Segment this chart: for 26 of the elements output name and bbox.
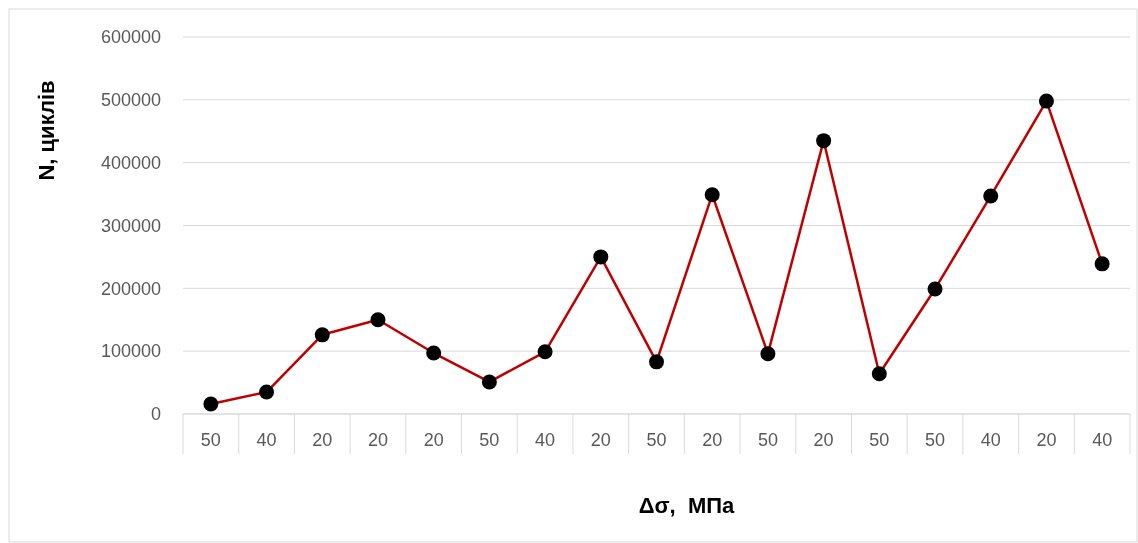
- y-tick-label: 500000: [100, 90, 161, 111]
- x-tick-label: 50: [757, 430, 778, 450]
- x-axis-title: Δσ, МПа: [638, 493, 736, 518]
- y-tick-label: 400000: [100, 152, 161, 173]
- x-tick-label: 40: [256, 430, 277, 450]
- x-tick-label: 50: [646, 430, 667, 450]
- x-tick-label: 20: [702, 430, 723, 450]
- x-tick-label: 20: [590, 430, 611, 450]
- x-tick-label: 50: [869, 430, 890, 450]
- y-tick-label: 0: [150, 404, 161, 425]
- x-tick-label: 20: [423, 430, 444, 450]
- y-axis-title: N, циклів: [34, 80, 59, 181]
- y-tick-label: 300000: [100, 215, 161, 236]
- x-tick-label: 20: [1036, 430, 1057, 450]
- x-tick-label: 50: [200, 430, 221, 450]
- y-tick-label: 600000: [100, 27, 161, 48]
- x-tick-label: 50: [925, 430, 946, 450]
- y-tick-label: 100000: [100, 341, 161, 362]
- x-tick-label: 40: [980, 430, 1001, 450]
- y-tick-label: 200000: [100, 278, 161, 299]
- x-tick-label: 20: [367, 430, 388, 450]
- x-tick-label: 20: [813, 430, 834, 450]
- x-tick-label: 40: [1092, 430, 1113, 450]
- x-tick-label: 50: [479, 430, 500, 450]
- x-tick-label: 40: [535, 430, 556, 450]
- x-tick-label: 20: [312, 430, 333, 450]
